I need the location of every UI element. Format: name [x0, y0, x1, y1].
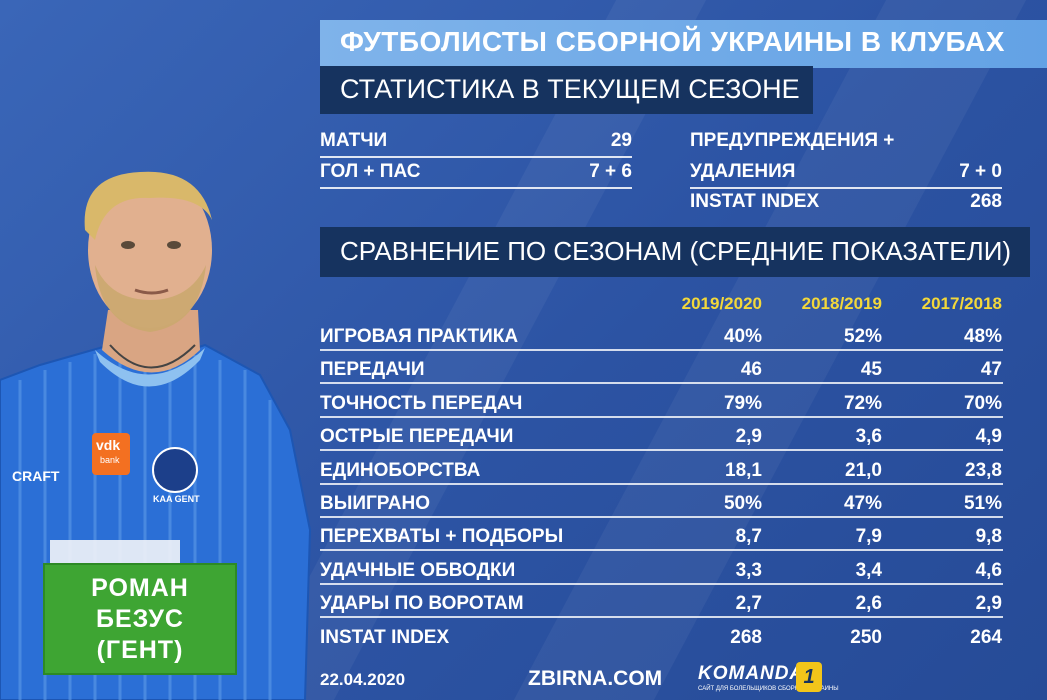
- date: 22.04.2020: [320, 670, 406, 689]
- table-row: INSTAT INDEX 268 250 264: [320, 619, 1003, 652]
- row-value: 3,6: [855, 426, 882, 448]
- row-label: УДАЧНЫЕ ОБВОДКИ: [320, 559, 516, 581]
- comparison-bar: [320, 227, 1030, 277]
- row-label: ИГРОВАЯ ПРАКТИКА: [320, 326, 519, 347]
- divider: [320, 156, 632, 158]
- row-value: 4,9: [975, 426, 1002, 448]
- table-row: ВЫИГРАНО 50% 47% 51%: [320, 485, 1003, 518]
- logo-subtitle: САЙТ ДЛЯ БОЛЕЛЬЩИКОВ СБОРНОЙ УКРАИНЫ: [698, 686, 839, 692]
- subtitle-bar: [320, 66, 813, 114]
- row-divider: [320, 415, 1003, 418]
- row-value: 2,9: [735, 426, 762, 448]
- page-subtitle: СТАТИСТИКА В ТЕКУЩЕМ СЕЗОНЕ: [340, 74, 800, 104]
- player-last-name: БЕЗУС: [96, 604, 184, 633]
- row-value: 51%: [963, 493, 1002, 514]
- table-row: ПЕРЕХВАТЫ + ПОДБОРЫ 8,7 7,9 9,8: [320, 518, 1003, 552]
- goals-label: ГОЛ + ПАС: [320, 161, 421, 182]
- cards-label-1: ПРЕДУПРЕЖДЕНИЯ +: [690, 130, 895, 151]
- row-label: ВЫИГРАНО: [320, 493, 430, 514]
- row-value: 7,9: [855, 526, 882, 548]
- row-value: 268: [730, 626, 762, 648]
- row-label: ТОЧНОСТЬ ПЕРЕДАЧ: [320, 392, 523, 414]
- player-name-box: РОМАН БЕЗУС (ГЕНТ): [43, 563, 237, 675]
- cards-value: 7 + 0: [959, 161, 1002, 182]
- brand-logo: CRAFT: [12, 468, 60, 484]
- row-value: 47%: [843, 493, 882, 514]
- row-value: 70%: [963, 392, 1002, 414]
- logo-badge: 1: [796, 662, 822, 692]
- table-row: ОСТРЫЕ ПЕРЕДАЧИ 2,9 3,6 4,9: [320, 418, 1003, 452]
- row-divider: [320, 616, 1003, 619]
- row-divider: [320, 482, 1003, 485]
- table-row: УДАРЫ ПО ВОРОТАМ 2,7 2,6 2,9: [320, 585, 1003, 619]
- instat-value: 268: [970, 191, 1002, 212]
- row-value: 47: [980, 359, 1002, 381]
- row-value: 2,7: [735, 593, 762, 615]
- row-value: 23,8: [965, 459, 1002, 481]
- table-row: УДАЧНЫЕ ОБВОДКИ 3,3 3,4 4,6: [320, 552, 1003, 585]
- row-label: ЕДИНОБОРСТВА: [320, 459, 481, 481]
- row-divider: [320, 516, 1003, 518]
- komanda-logo: KOMANDA САЙТ ДЛЯ БОЛЕЛЬЩИКОВ СБОРНОЙ УКР…: [698, 662, 839, 696]
- table-row: ПЕРЕДАЧИ 46 45 47: [320, 351, 1003, 385]
- cards-label-2: УДАЛЕНИЯ: [690, 161, 796, 182]
- matches-value: 29: [610, 130, 632, 151]
- matches-label: МАТЧИ: [320, 130, 388, 151]
- season-header: 2017/2018: [921, 294, 1002, 313]
- row-value: 250: [850, 626, 882, 648]
- logo-text: KOMANDA: [698, 663, 805, 684]
- row-value: 2,9: [975, 593, 1002, 615]
- row-divider: [320, 449, 1003, 452]
- row-label: ОСТРЫЕ ПЕРЕДАЧИ: [320, 426, 514, 448]
- row-value: 79%: [723, 392, 762, 414]
- row-value: 45: [860, 359, 882, 381]
- row-value: 46: [740, 359, 762, 381]
- instat-label: INSTAT INDEX: [690, 191, 820, 212]
- row-label: ПЕРЕХВАТЫ + ПОДБОРЫ: [320, 526, 564, 548]
- row-value: 18,1: [725, 459, 762, 481]
- row-value: 9,8: [975, 526, 1002, 548]
- row-value: 4,6: [975, 559, 1002, 581]
- player-club: (ГЕНТ): [96, 635, 184, 664]
- row-divider: [320, 349, 1003, 351]
- row-value: 48%: [963, 326, 1002, 347]
- club-crest-text: KAA GENT: [153, 494, 200, 504]
- page-title: ФУТБОЛИСТЫ СБОРНОЙ УКРАИНЫ В КЛУБАХ: [340, 26, 1005, 57]
- table-row: ТОЧНОСТЬ ПЕРЕДАЧ 79% 72% 70%: [320, 385, 1003, 418]
- goals-value: 7 + 6: [589, 161, 632, 182]
- player-first-name: РОМАН: [91, 573, 189, 602]
- row-label: УДАРЫ ПО ВОРОТАМ: [320, 593, 524, 615]
- row-value: 8,7: [735, 526, 762, 548]
- row-value: 2,6: [855, 593, 882, 615]
- row-value: 40%: [723, 326, 762, 347]
- row-value: 72%: [843, 392, 882, 414]
- comparison-heading: СРАВНЕНИЕ ПО СЕЗОНАМ (СРЕДНИЕ ПОКАЗАТЕЛИ…: [340, 236, 1012, 266]
- row-divider: [320, 549, 1003, 552]
- row-value: 52%: [843, 326, 882, 347]
- row-value: 264: [970, 626, 1002, 648]
- row-divider: [320, 582, 1003, 585]
- season-header: 2018/2019: [801, 294, 882, 313]
- row-divider: [320, 382, 1003, 385]
- row-label: INSTAT INDEX: [320, 626, 450, 648]
- table-row: ИГРОВАЯ ПРАКТИКА 40% 52% 48%: [320, 318, 1003, 351]
- row-value: 3,4: [855, 559, 882, 581]
- season-header: 2019/2020: [681, 294, 762, 313]
- row-value: 50%: [723, 493, 762, 514]
- row-value: 21,0: [845, 459, 882, 481]
- title-bar: [320, 20, 1047, 68]
- table-row: ЕДИНОБОРСТВА 18,1 21,0 23,8: [320, 452, 1003, 485]
- row-value: 3,3: [735, 559, 762, 581]
- row-label: ПЕРЕДАЧИ: [320, 359, 425, 381]
- site-name: ZBIRNA.COM: [528, 667, 663, 690]
- sponsor-top: vdk: [96, 437, 121, 453]
- sponsor-bottom: bank: [100, 455, 120, 465]
- divider: [320, 187, 632, 189]
- divider: [690, 187, 1002, 189]
